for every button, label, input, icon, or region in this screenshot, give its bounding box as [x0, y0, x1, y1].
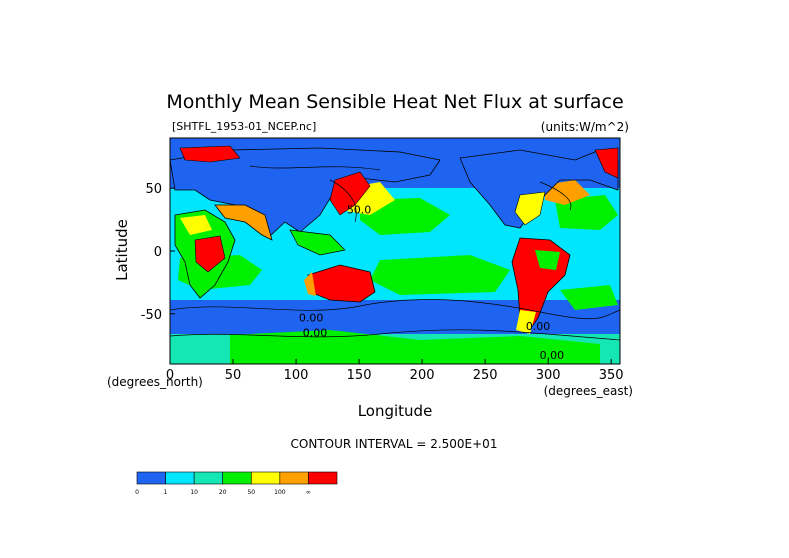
south-pacific-warm-patch — [370, 255, 510, 295]
land-fields — [170, 145, 619, 334]
contour-line — [170, 299, 620, 320]
y-tick-label: 50 — [145, 182, 162, 197]
colorbar-swatch — [165, 471, 195, 485]
x-tick-label: 150 — [347, 368, 372, 383]
colorbar-level-label: 100 — [274, 489, 286, 496]
arabia-india-landmass — [214, 204, 273, 241]
eurasia-landmass — [170, 147, 441, 237]
x-tick-label: 300 — [536, 368, 561, 383]
maritime-continent — [289, 229, 346, 256]
map-panel: 50.0 0.00 0.00 0.00 0.00 — [170, 138, 620, 364]
colorbar-level-label: 1 — [164, 489, 168, 496]
contour-label: 50.0 — [347, 203, 372, 216]
colorbar-level-label: 10 — [190, 489, 198, 496]
y-unit-label: (degrees_north) — [107, 375, 203, 389]
y-tick-label: 0 — [154, 245, 162, 260]
x-tick-label: 50 — [225, 368, 242, 383]
x-tick-label: 100 — [284, 368, 309, 383]
siberia-hot-region — [179, 145, 241, 163]
south-atlantic-warm-patch — [560, 285, 618, 310]
contour-label: 0.00 — [303, 326, 328, 339]
colorbar: 0 1 10 20 50 100 ∞ — [135, 471, 338, 496]
north-america-landmass — [459, 149, 619, 229]
colorbar-swatch — [193, 471, 224, 485]
contour-label: 0.00 — [540, 349, 565, 362]
x-unit-label: (degrees_east) — [544, 384, 633, 398]
colorbar-swatch — [279, 471, 309, 485]
file-label: [SHTFL_1953-01_NCEP.nc] — [172, 120, 316, 133]
africa-hot-region — [194, 235, 226, 273]
north-america-warm-region — [514, 191, 546, 226]
y-axis-ticks: 50 0 -50 — [141, 182, 175, 323]
x-axis-label: Longitude — [358, 402, 433, 420]
x-tick-label: 250 — [473, 368, 498, 383]
colorbar-level-label: 0 — [135, 489, 139, 496]
patagonia-warm-region — [516, 310, 536, 334]
contour-line — [329, 179, 357, 223]
colorbar-level-label: 50 — [247, 489, 255, 496]
gulf-stream-hot-patch — [545, 180, 590, 205]
contour-labels: 50.0 0.00 0.00 0.00 0.00 — [299, 203, 564, 362]
chart-title: Monthly Mean Sensible Heat Net Flux at s… — [166, 91, 623, 113]
colorbar-level-label: 20 — [219, 489, 227, 496]
australia-warm-rim — [304, 272, 316, 296]
colorbar-swatch — [222, 471, 252, 485]
x-tick-label: 350 — [599, 368, 624, 383]
contour-line — [249, 165, 381, 171]
x-tick-label: 0 — [166, 368, 174, 383]
contour-lines — [170, 165, 620, 341]
south-america-cool-region — [535, 250, 560, 270]
contour-label: 0.00 — [299, 311, 324, 324]
colorbar-swatch — [250, 471, 281, 485]
x-axis-ticks: 0 50 100 150 200 250 300 350 — [166, 359, 624, 383]
contour-label: 0.00 — [526, 320, 551, 333]
units-label-text: (units:W/m^2) — [541, 120, 629, 134]
y-axis-label: Latitude — [113, 219, 131, 281]
africa-warm-region — [180, 215, 212, 235]
southern-ocean-band — [170, 300, 620, 334]
y-tick-label: -50 — [141, 308, 162, 323]
x-tick-label: 200 — [410, 368, 435, 383]
antarctic-green-patch — [230, 330, 600, 364]
colorbar-swatch — [136, 471, 166, 485]
contour-line — [539, 181, 572, 211]
units-label: (units:W/m^2) — [541, 120, 629, 134]
colorbar-swatch — [308, 471, 338, 485]
contour-interval-note: CONTOUR INTERVAL = 2.500E+01 — [291, 437, 498, 451]
canada-hot-region — [594, 147, 619, 179]
contour-line — [170, 329, 620, 341]
colorbar-level-label: ∞ — [306, 489, 311, 496]
